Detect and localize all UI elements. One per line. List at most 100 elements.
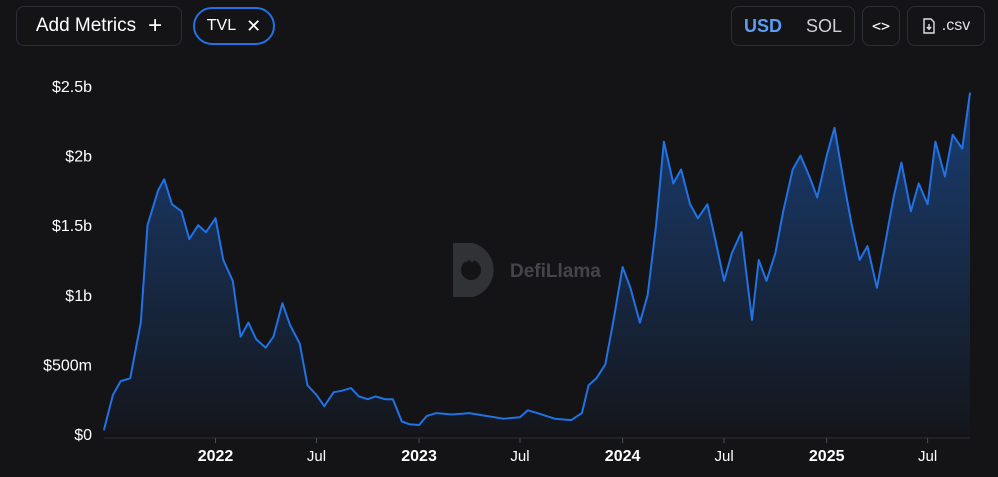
currency-option-usd[interactable]: USD: [744, 15, 783, 36]
data-point: [332, 391, 335, 394]
data-point: [315, 394, 318, 396]
data-point: [401, 420, 403, 423]
data-point: [171, 203, 173, 206]
x-tick-label: 2022: [198, 448, 234, 465]
add-metrics-label: Add Metrics: [35, 15, 137, 36]
data-point: [751, 319, 753, 321]
data-point: [358, 395, 360, 398]
download-file-icon: [923, 18, 935, 34]
data-point: [866, 245, 869, 247]
data-point: [969, 92, 971, 94]
data-point: [731, 252, 733, 254]
data-point: [629, 287, 632, 289]
y-tick-label: $2.5b: [52, 79, 92, 96]
embed-button[interactable]: <>: [862, 6, 900, 46]
tvl-chart: DefiLlama $0 $500m $1b $1.5b $2b $2.5b 2022 Ju…: [43, 79, 971, 465]
x-axis: 2022 Jul 2023 Jul 2024 Jul 2025 Jul: [104, 437, 970, 465]
data-point: [103, 429, 105, 431]
data-point: [621, 266, 624, 268]
data-point: [892, 196, 895, 199]
data-point: [612, 321, 614, 324]
data-point: [587, 384, 590, 387]
data-point: [298, 342, 301, 345]
data-point: [232, 280, 234, 282]
chart-toolbar: Add Metrics + TVL ✕ USD SOL <> .csv: [0, 0, 998, 56]
data-point: [384, 398, 386, 401]
close-icon[interactable]: ✕: [246, 16, 262, 36]
data-point: [239, 335, 242, 338]
data-point: [222, 259, 225, 261]
data-point: [791, 168, 794, 171]
data-point: [825, 154, 828, 157]
watermark-text: DefiLlama: [510, 261, 601, 282]
data-point: [502, 417, 505, 420]
x-tick-label: Jul: [510, 448, 529, 465]
metric-pill-tvl[interactable]: TVL ✕: [193, 7, 275, 45]
llama-logo-icon: [453, 243, 494, 297]
data-point: [723, 280, 725, 282]
data-point: [961, 147, 963, 150]
x-tick-label: 2023: [401, 448, 437, 465]
data-point: [374, 395, 377, 398]
data-point: [858, 259, 861, 261]
watermark: DefiLlama: [453, 243, 601, 297]
data-point: [926, 203, 929, 206]
data-point: [570, 419, 573, 421]
tvl-area-fill: [104, 93, 970, 434]
data-point: [146, 224, 149, 226]
y-axis: $0 $500m $1b $1.5b $2b $2.5b: [43, 79, 92, 444]
plus-icon: +: [148, 12, 163, 39]
data-point: [485, 415, 487, 417]
csv-label: .csv: [941, 17, 971, 34]
data-point: [663, 140, 665, 143]
add-metrics-button[interactable]: Add Metrics +: [16, 6, 182, 46]
data-point: [843, 182, 845, 185]
data-point: [689, 203, 691, 206]
x-tick-label: 2024: [605, 448, 641, 465]
data-point: [655, 224, 657, 226]
data-point: [367, 398, 369, 401]
data-point: [272, 335, 275, 338]
data-point: [418, 424, 420, 426]
x-tick-label: Jul: [307, 448, 326, 465]
data-point: [604, 363, 607, 366]
data-point: [392, 398, 394, 401]
data-point: [808, 175, 811, 178]
x-tick-label: Jul: [918, 448, 937, 465]
data-point: [917, 182, 920, 185]
currency-toggle: USD SOL: [731, 6, 855, 46]
y-tick-label: $2b: [65, 149, 92, 166]
y-tick-label: $0: [74, 427, 92, 444]
data-point: [408, 423, 411, 426]
data-point: [799, 154, 802, 157]
data-point: [197, 224, 199, 226]
data-point: [934, 140, 937, 143]
metric-pill-label: TVL: [206, 17, 237, 34]
data-point: [740, 231, 743, 233]
data-point: [714, 238, 716, 240]
data-point: [757, 259, 760, 261]
download-csv-button[interactable]: .csv: [907, 6, 985, 46]
data-point: [883, 245, 886, 247]
currency-option-sol[interactable]: SOL: [805, 15, 842, 36]
data-point: [119, 380, 122, 382]
data-point: [697, 217, 699, 219]
data-point: [281, 302, 284, 304]
data-point: [451, 413, 453, 416]
data-point: [157, 189, 159, 192]
data-point: [180, 210, 183, 213]
tvl-data-points: [103, 92, 971, 431]
data-point: [581, 412, 583, 414]
x-tick-label: Jul: [714, 448, 733, 465]
data-point: [646, 294, 649, 296]
data-point: [851, 224, 853, 226]
data-point: [519, 416, 521, 419]
data-point: [553, 417, 556, 420]
data-point: [205, 231, 207, 233]
data-point: [129, 377, 131, 380]
data-point: [782, 210, 784, 213]
data-point: [680, 168, 682, 171]
data-point: [340, 390, 343, 392]
data-point: [214, 217, 217, 219]
data-point: [595, 377, 598, 380]
